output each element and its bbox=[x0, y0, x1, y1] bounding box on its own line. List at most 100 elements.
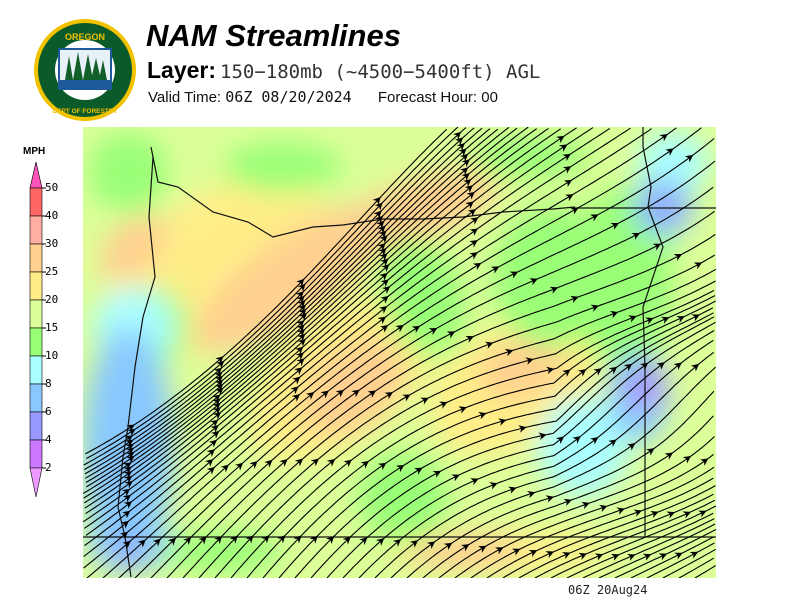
streamline-arrow bbox=[296, 358, 305, 367]
streamline-arrow bbox=[689, 551, 699, 559]
streamline-arrow bbox=[127, 428, 136, 437]
streamline-arrow bbox=[658, 553, 668, 561]
streamline-arrow bbox=[570, 295, 579, 304]
streamline-arrow bbox=[581, 501, 590, 510]
streamline-arrow bbox=[465, 201, 474, 210]
streamline-arrow bbox=[297, 304, 307, 313]
streamline-arrow bbox=[295, 291, 304, 300]
streamline-arrow bbox=[420, 397, 429, 405]
streamline-arrow bbox=[631, 232, 641, 240]
streamline bbox=[83, 127, 577, 523]
streamline-arrow bbox=[119, 531, 129, 540]
streamline-arrow bbox=[296, 295, 305, 304]
streamline-arrow bbox=[645, 317, 654, 325]
streamline-arrow bbox=[545, 495, 555, 503]
streamline-arrow bbox=[212, 407, 221, 416]
streamline-arrow bbox=[504, 348, 514, 357]
streamline-arrow bbox=[126, 424, 135, 432]
streamline-arrow bbox=[376, 220, 385, 229]
streamline-arrow bbox=[124, 439, 134, 448]
streamline-arrow bbox=[460, 544, 470, 552]
streamline-arrow bbox=[590, 304, 600, 312]
streamline-arrow bbox=[290, 386, 299, 395]
streamline-arrow bbox=[351, 389, 360, 398]
streamline-arrow bbox=[380, 279, 389, 288]
streamline bbox=[83, 128, 538, 504]
streamline-arrow bbox=[198, 536, 207, 545]
streamline-arrow bbox=[639, 362, 649, 371]
streamline-arrow bbox=[526, 490, 536, 499]
speed-region bbox=[479, 334, 567, 400]
streamline bbox=[294, 312, 714, 578]
streamline-arrow bbox=[277, 535, 286, 544]
streamline-arrow bbox=[472, 262, 482, 271]
streamline-arrow bbox=[326, 458, 336, 467]
streamline-arrow bbox=[609, 311, 619, 319]
streamline-arrow bbox=[152, 538, 161, 547]
streamline-arrow bbox=[298, 308, 307, 317]
streamline-arrow bbox=[666, 511, 676, 519]
streamline-arrow bbox=[295, 346, 304, 355]
speed-region bbox=[327, 170, 499, 254]
streamline bbox=[310, 316, 715, 578]
legend-swatch-10_15 bbox=[29, 327, 43, 357]
streamline-arrow bbox=[665, 148, 674, 156]
streamline-arrow bbox=[320, 390, 329, 399]
streamline-arrow bbox=[508, 486, 517, 494]
streamline bbox=[85, 128, 611, 536]
streamline bbox=[342, 330, 715, 578]
streamline-arrow bbox=[326, 535, 335, 545]
svg-text:DEPT OF FORESTRY: DEPT OF FORESTRY bbox=[52, 108, 118, 115]
streamline-arrow bbox=[212, 398, 221, 407]
streamline-arrow bbox=[693, 262, 703, 270]
streamline-arrow bbox=[296, 320, 305, 329]
streamline bbox=[374, 351, 715, 578]
streamline-arrow bbox=[656, 362, 665, 370]
streamline-arrow bbox=[123, 475, 133, 484]
streamline-arrow bbox=[691, 314, 700, 322]
streamline-arrow bbox=[294, 367, 303, 376]
streamline-arrow bbox=[342, 536, 351, 545]
streamline-arrow bbox=[380, 258, 389, 267]
oregon-department-of-forestry-logo: OREGON DEPT OF FORESTRY bbox=[34, 19, 136, 121]
streamline-arrow bbox=[456, 142, 465, 151]
streamline bbox=[198, 268, 716, 578]
streamline-arrow bbox=[234, 462, 244, 471]
streamline-arrow bbox=[562, 166, 572, 174]
streamline-arrow bbox=[459, 167, 469, 176]
streamline-arrow bbox=[610, 222, 620, 230]
legend-tick-label: 6 bbox=[45, 405, 52, 418]
streamline-arrow bbox=[549, 286, 559, 294]
streamline-map bbox=[83, 127, 716, 578]
streamline-arrow bbox=[684, 154, 694, 163]
streamline-arrow bbox=[459, 153, 469, 162]
streamline-arrow bbox=[126, 455, 135, 464]
layer-label: Layer: bbox=[147, 57, 217, 83]
streamline-arrow bbox=[379, 235, 388, 244]
streamline-arrow bbox=[121, 488, 131, 497]
streamline-arrow bbox=[563, 498, 573, 507]
speed-region bbox=[638, 132, 708, 192]
streamline-arrow bbox=[558, 144, 568, 152]
legend-tick-label: 30 bbox=[45, 237, 59, 250]
streamline-arrow bbox=[454, 137, 464, 146]
streamline-arrow bbox=[623, 363, 633, 372]
streamline-arrow bbox=[673, 254, 683, 262]
streamline-arrow bbox=[659, 133, 668, 142]
streamline bbox=[83, 127, 529, 499]
streamline-arrow bbox=[697, 510, 707, 518]
streamline-arrow bbox=[562, 552, 571, 560]
streamline-arrow bbox=[458, 406, 467, 414]
speed-region bbox=[538, 397, 628, 497]
streamline-arrow bbox=[294, 458, 304, 467]
streamline-arrow bbox=[494, 547, 504, 555]
forecast-hour-value: 00 bbox=[481, 89, 498, 106]
streamline-arrow bbox=[402, 394, 411, 402]
color-legend bbox=[29, 161, 46, 498]
streamline-arrow bbox=[123, 471, 133, 479]
streamline-arrow bbox=[633, 509, 643, 517]
streamline-arrow bbox=[245, 535, 254, 544]
streamline-arrow bbox=[599, 504, 608, 513]
streamline-arrow bbox=[216, 360, 225, 369]
streamline-arrow bbox=[511, 548, 521, 556]
